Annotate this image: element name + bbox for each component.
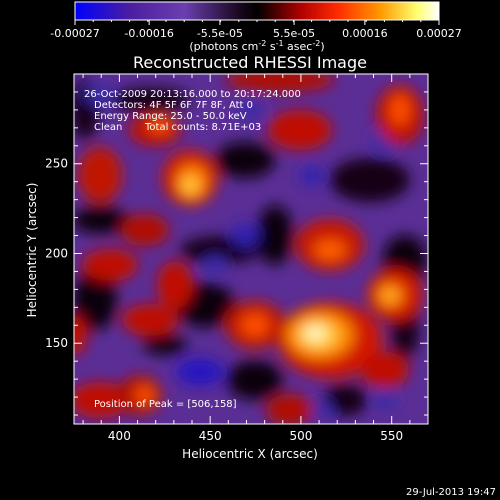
x-tick-label: 450 (199, 429, 222, 443)
chart-title: Reconstructed RHESSI Image (133, 53, 367, 72)
heatmap-area (74, 74, 428, 424)
annotation-energy-range: Energy Range: 25.0 - 50.0 keV (94, 111, 247, 122)
annotation-time-range: 26-Oct-2009 20:13:16.000 to 20:17:24.000 (84, 89, 301, 100)
x-tick-label: 400 (108, 429, 131, 443)
x-tick-label: 500 (289, 429, 312, 443)
axis-ticks: 400 450 500 550 150 200 250 (45, 73, 429, 443)
colorbar-units: (photons cm-2 s-1 asec-2) (189, 39, 324, 53)
annotation-method: Clean (94, 122, 122, 133)
annotation-block: 26-Oct-2009 20:13:16.000 to 20:17:24.000… (84, 89, 301, 410)
colorbar-tick-label: -0.00027 (50, 27, 99, 40)
colorbar-tick-label: 0.00027 (416, 27, 462, 40)
y-tick-label: 250 (45, 157, 68, 171)
footer-timestamp: 29-Jul-2013 19:47 (406, 487, 496, 498)
colorbar-gradient (74, 1, 440, 21)
x-axis-label: Heliocentric X (arcsec) (182, 447, 318, 461)
annotation-total-counts: Total counts: 8.71E+03 (144, 122, 261, 133)
colorbar-tick-label: -0.00016 (124, 27, 173, 40)
colorbar-ticks: -0.00027 -0.00016 -5.5e-05 5.5e-05 0.00016 0.… (50, 20, 462, 40)
y-axis-label: Heliocentric Y (arcsec) (25, 183, 39, 318)
y-tick-label: 200 (45, 246, 68, 260)
colorbar-tick-label: -5.5e-05 (197, 27, 243, 40)
annotation-detectors: Detectors: 4F 5F 6F 7F 8F, Att 0 (94, 100, 253, 111)
y-tick-label: 150 (45, 336, 68, 350)
colorbar-tick-label: 0.00016 (342, 27, 388, 40)
heatmap-blobs (74, 74, 427, 424)
x-tick-label: 550 (380, 429, 403, 443)
colorbar: -0.00027 -0.00016 -5.5e-05 5.5e-05 0.00016 0.… (50, 1, 462, 53)
plot-frame (73, 73, 429, 425)
colorbar-tick-label: 5.5e-05 (273, 27, 315, 40)
annotation-peak-position: Position of Peak = [506,158] (94, 399, 237, 410)
